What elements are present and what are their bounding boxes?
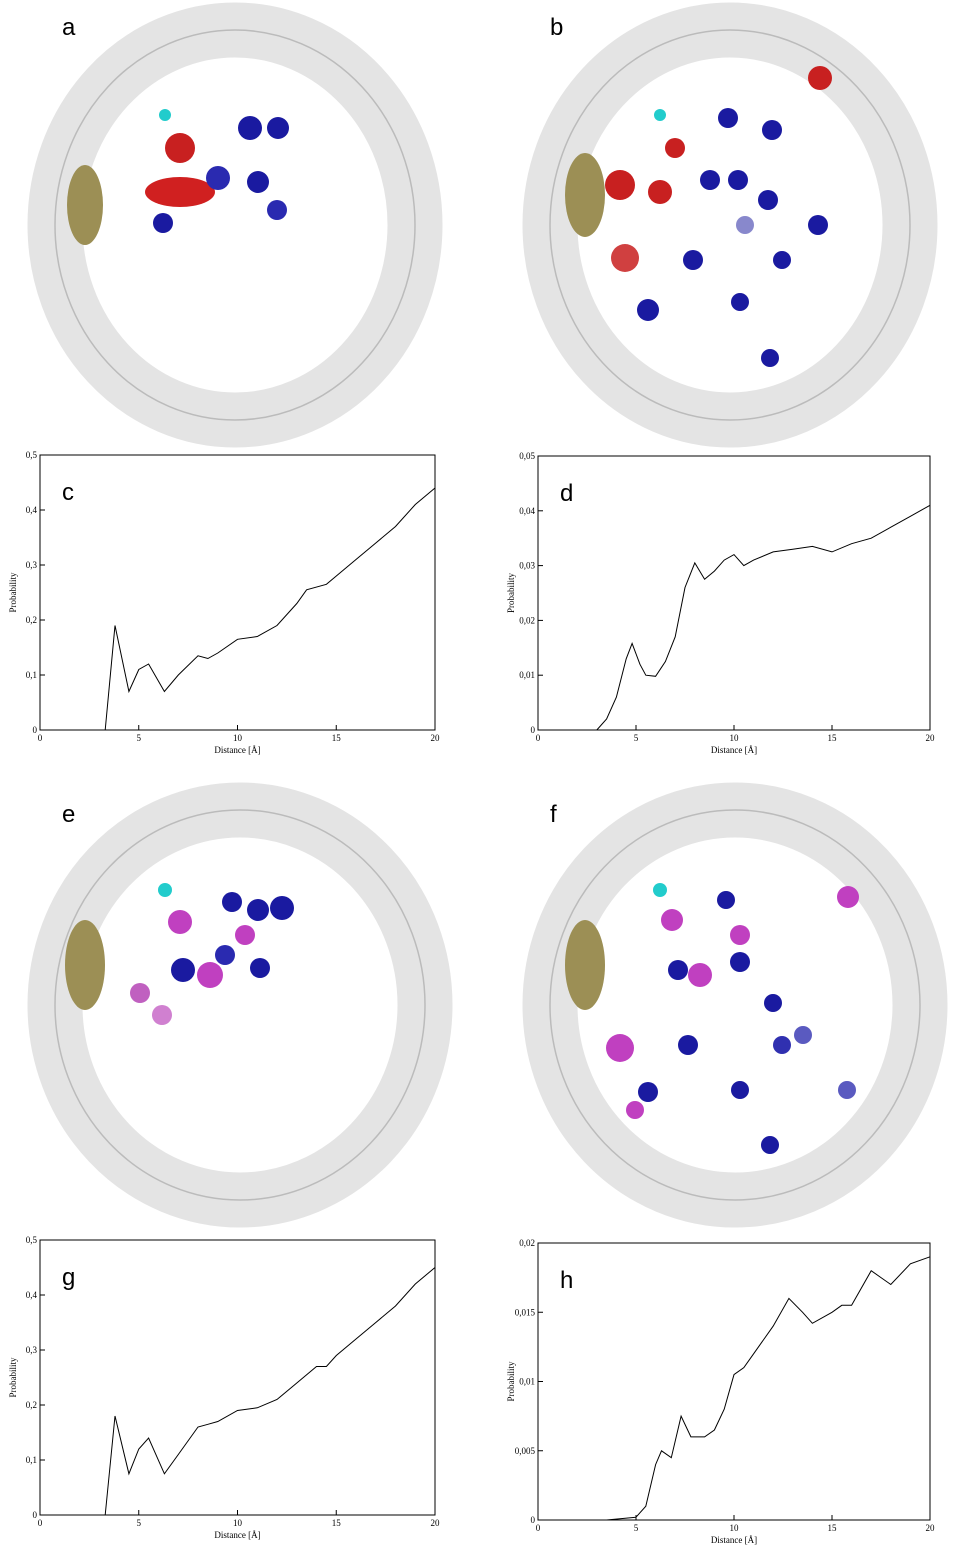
x-tick-label: 20 — [926, 733, 936, 743]
y-axis-label: Probability — [506, 1361, 516, 1401]
x-tick-label: 15 — [332, 1518, 342, 1528]
x-tick-label: 20 — [926, 1523, 936, 1533]
y-tick-label: 0,03 — [519, 561, 535, 571]
panel-label: b — [550, 14, 563, 41]
y-tick-label: 0,3 — [26, 560, 38, 570]
molecule-f — [550, 810, 920, 1200]
panel-label: c — [62, 479, 74, 506]
y-axis-label: Probability — [506, 573, 516, 613]
y-tick-label: 0,005 — [515, 1446, 536, 1456]
figure: a b e f 0 0,1 0,2 0,3 0,4 0,5 0 5 10 15 20 Distance… — [0, 0, 959, 1546]
x-axis-label: Distance [Å] — [711, 745, 757, 755]
y-tick-label: 0,1 — [26, 1455, 37, 1465]
y-tick-label: 0,3 — [26, 1345, 38, 1355]
x-tick-label: 5 — [137, 1518, 142, 1528]
x-tick-label: 0 — [536, 733, 541, 743]
panel-label: h — [560, 1267, 573, 1294]
panel-label: e — [62, 801, 75, 828]
plot-frame — [538, 1243, 930, 1520]
x-tick-label: 10 — [730, 733, 740, 743]
y-axis-label: Probability — [8, 1357, 18, 1397]
y-tick-label: 0 — [33, 725, 38, 735]
y-tick-label: 0,4 — [26, 1290, 38, 1300]
y-tick-label: 0,02 — [519, 1238, 535, 1248]
y-tick-label: 0,04 — [519, 506, 535, 516]
x-axis-label: Distance [Å] — [214, 745, 260, 755]
x-tick-label: 15 — [332, 733, 342, 743]
y-tick-label: 0,5 — [26, 450, 38, 460]
line — [597, 505, 930, 730]
y-tick-label: 0,01 — [519, 670, 535, 680]
panel-label: a — [62, 14, 76, 41]
y-tick-label: 0,2 — [26, 1400, 37, 1410]
y-tick-label: 0 — [33, 1510, 38, 1520]
x-tick-label: 10 — [233, 733, 243, 743]
x-tick-label: 5 — [137, 733, 142, 743]
plot-frame — [538, 456, 930, 730]
x-tick-label: 10 — [730, 1523, 740, 1533]
x-axis-label: Distance [Å] — [214, 1530, 260, 1540]
y-tick-label: 0,05 — [519, 451, 535, 461]
molecule-a — [55, 30, 415, 420]
y-tick-label: 0,2 — [26, 615, 37, 625]
y-tick-label: 0,02 — [519, 615, 535, 625]
y-tick-label: 0,015 — [515, 1307, 536, 1317]
x-axis-label: Distance [Å] — [711, 1535, 757, 1545]
x-tick-label: 0 — [536, 1523, 541, 1533]
x-tick-label: 20 — [431, 733, 441, 743]
plot-frame — [40, 1240, 435, 1515]
x-tick-label: 15 — [828, 733, 838, 743]
y-tick-label: 0,1 — [26, 670, 37, 680]
y-tick-label: 0,01 — [519, 1377, 535, 1387]
panel-label: d — [560, 480, 573, 507]
y-tick-label: 0,5 — [26, 1235, 38, 1245]
x-tick-label: 15 — [828, 1523, 838, 1533]
x-tick-label: 0 — [38, 1518, 43, 1528]
panel-label: g — [62, 1264, 75, 1291]
x-tick-label: 5 — [634, 733, 639, 743]
y-tick-label: 0,4 — [26, 505, 38, 515]
line — [607, 1257, 930, 1520]
y-tick-label: 0 — [531, 725, 536, 735]
molecule-e — [55, 810, 425, 1200]
line — [105, 1268, 435, 1516]
y-axis-label: Probability — [8, 572, 18, 612]
y-tick-label: 0 — [531, 1515, 536, 1525]
x-tick-label: 5 — [634, 1523, 639, 1533]
x-tick-label: 0 — [38, 733, 43, 743]
panel-label: f — [550, 801, 557, 828]
x-tick-label: 10 — [233, 1518, 243, 1528]
plot-frame — [40, 455, 435, 730]
x-tick-label: 20 — [431, 1518, 441, 1528]
molecule-b — [550, 30, 910, 420]
line — [105, 488, 435, 730]
